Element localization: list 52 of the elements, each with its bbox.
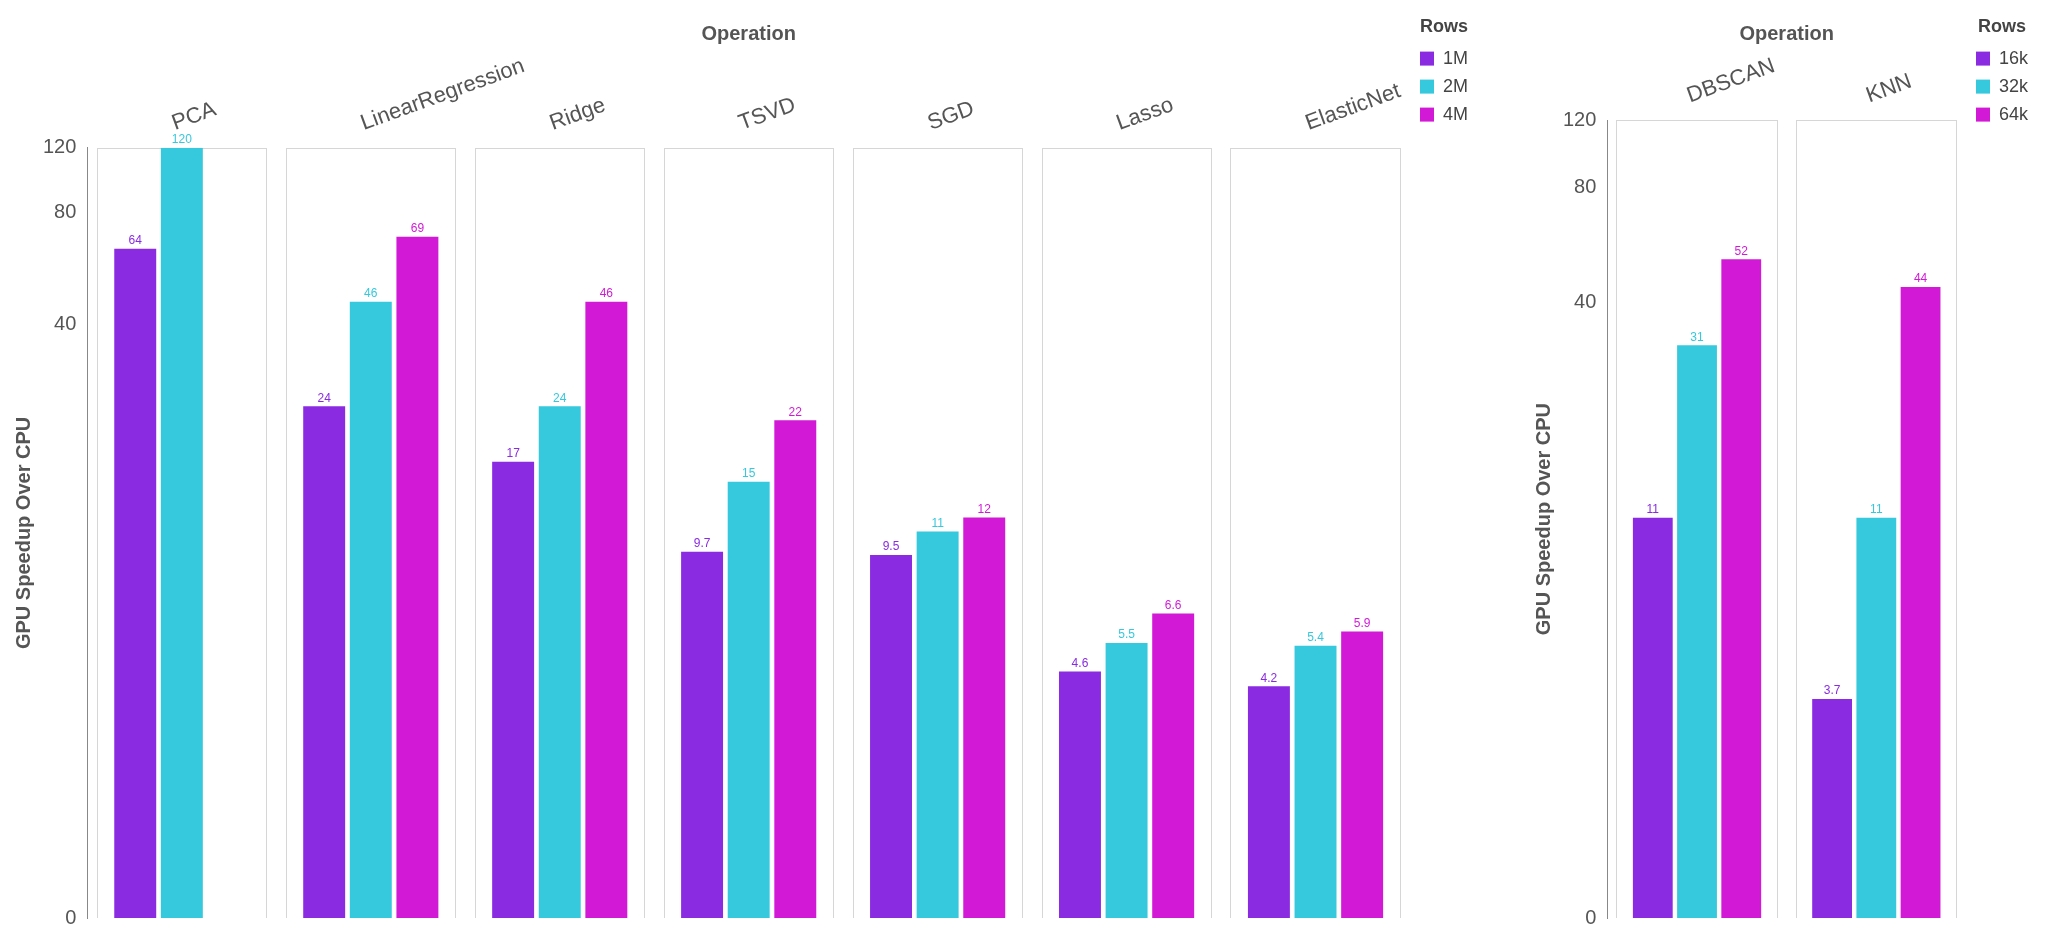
x-axis-title: Operation [1739, 21, 1834, 44]
y-tick-label: 40 [1574, 290, 1597, 313]
data-label: 5.4 [1307, 630, 1325, 645]
legend-label: 2M [1443, 75, 1469, 96]
data-label: 4.2 [1260, 670, 1278, 685]
y-tick-label: 120 [1562, 107, 1597, 130]
data-label: 52 [1734, 243, 1749, 258]
data-label: 46 [364, 286, 378, 301]
legend-label: 64k [1998, 103, 2029, 124]
legend-label: 1M [1443, 47, 1469, 68]
x-axis-title: Operation [701, 21, 796, 44]
data-label: 4.6 [1071, 655, 1089, 670]
y-axis-title: GPU Speedup Over CPU [1531, 402, 1554, 636]
data-label: 17 [506, 445, 521, 460]
legend-label: 32k [1998, 75, 2029, 96]
legend-label: 16k [1998, 47, 2029, 68]
y-tick-label: 0 [65, 905, 77, 928]
data-label: 9.5 [882, 539, 900, 554]
legend-title: Rows [1977, 15, 2026, 36]
data-label: 3.7 [1823, 683, 1841, 698]
x-tick-label: Ridge [545, 91, 609, 135]
y-tick-label: 80 [54, 200, 77, 223]
y-tick-label: 80 [1574, 175, 1597, 198]
x-tick-label: KNN [1862, 67, 1915, 108]
data-label: 5.9 [1353, 615, 1371, 630]
data-label: 24 [317, 390, 332, 405]
y-axis-title: GPU Speedup Over CPU [11, 416, 34, 650]
x-tick-label: SGD [923, 94, 978, 135]
data-label: 11 [931, 515, 945, 530]
data-label: 69 [410, 220, 425, 235]
y-tick-label: 0 [1585, 905, 1597, 928]
data-label: 31 [1690, 329, 1705, 344]
x-tick-label: PCA [168, 95, 220, 135]
data-label: 11 [1646, 502, 1660, 517]
x-tick-label: TSVD [734, 91, 799, 135]
data-label: 24 [553, 390, 567, 405]
y-tick-label: 120 [42, 135, 77, 158]
data-label: 15 [742, 466, 756, 481]
x-tick-label: Lasso [1112, 91, 1177, 135]
data-label: 5.5 [1118, 627, 1136, 642]
legend-title: Rows [1419, 15, 1469, 36]
data-label: 120 [171, 132, 193, 147]
data-label: 11 [1870, 502, 1883, 517]
data-label: 46 [599, 286, 614, 301]
data-label: 6.6 [1164, 597, 1182, 612]
data-label: 64 [128, 233, 143, 248]
legend-label: 4M [1443, 103, 1469, 124]
data-label: 22 [788, 404, 803, 419]
y-tick-label: 40 [54, 311, 77, 334]
data-label: 12 [977, 501, 992, 516]
data-label: 44 [1913, 271, 1928, 286]
data-label: 9.7 [693, 536, 711, 551]
